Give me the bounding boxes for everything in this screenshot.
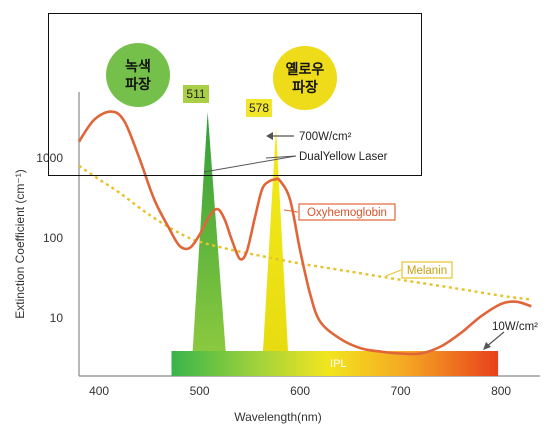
yellow-circle-line1: 옐로우 [286, 61, 325, 77]
y-tick-label: 10 [50, 311, 64, 325]
x-tick-label: 600 [290, 384, 310, 398]
laser-leader-511 [203, 155, 297, 173]
laser-power-arrowhead [266, 132, 273, 140]
y-tick-labels: 10 100 1000 [36, 151, 63, 325]
laser-578-badge-text: 578 [249, 101, 269, 115]
oxyhemoglobin-label-box [298, 203, 396, 221]
laser-power-text: 700W/cm² [299, 131, 352, 143]
yellow-circle-line2: 파장 [292, 79, 318, 95]
laser-name-text: DualYellow Laser [299, 151, 388, 163]
oxyhemoglobin-curve [77, 110, 532, 356]
y-axis-label: Extinction Coefficient (cm⁻¹) [13, 169, 27, 319]
ipl-power-arrowhead [483, 342, 491, 350]
laser-511-badge-text: 511 [186, 87, 205, 101]
laser-511-badge [183, 85, 209, 103]
green-circle-line2: 파장 [125, 76, 151, 92]
ipl-label: IPL [330, 358, 347, 370]
ipl-power-text: 10W/cm² [492, 321, 538, 333]
laser-578-spike [262, 128, 288, 351]
oxyhemoglobin-pointer [283, 209, 299, 213]
melanin-pointer [385, 269, 402, 277]
ipl-power-arrow [485, 331, 505, 348]
x-tick-labels: 400 500 600 700 800 [89, 384, 511, 398]
y-tick-label: 100 [43, 231, 63, 245]
green-wavelength-circle [106, 43, 170, 107]
melanin-curve [78, 164, 532, 301]
oxyhemoglobin-label: Oxyhemoglobin [307, 207, 387, 219]
laser-leader-578 [265, 155, 297, 159]
x-tick-label: 700 [391, 384, 411, 398]
laser-578-badge [246, 99, 272, 117]
yellow-wavelength-circle [273, 46, 337, 110]
x-axis-label: Wavelength(nm) [234, 410, 322, 424]
melanin-label: Melanin [407, 265, 447, 277]
x-tick-label: 500 [190, 384, 210, 398]
y-tick-label: 1000 [36, 151, 63, 165]
laser-511-spike [192, 112, 226, 351]
green-circle-line1: 녹색 [125, 58, 151, 74]
x-tick-label: 400 [89, 384, 109, 398]
ipl-band [171, 351, 499, 376]
ipl-band-group: IPL [171, 351, 499, 376]
highlight-frame [48, 13, 422, 176]
x-tick-label: 800 [491, 384, 511, 398]
melanin-label-box [401, 261, 453, 279]
